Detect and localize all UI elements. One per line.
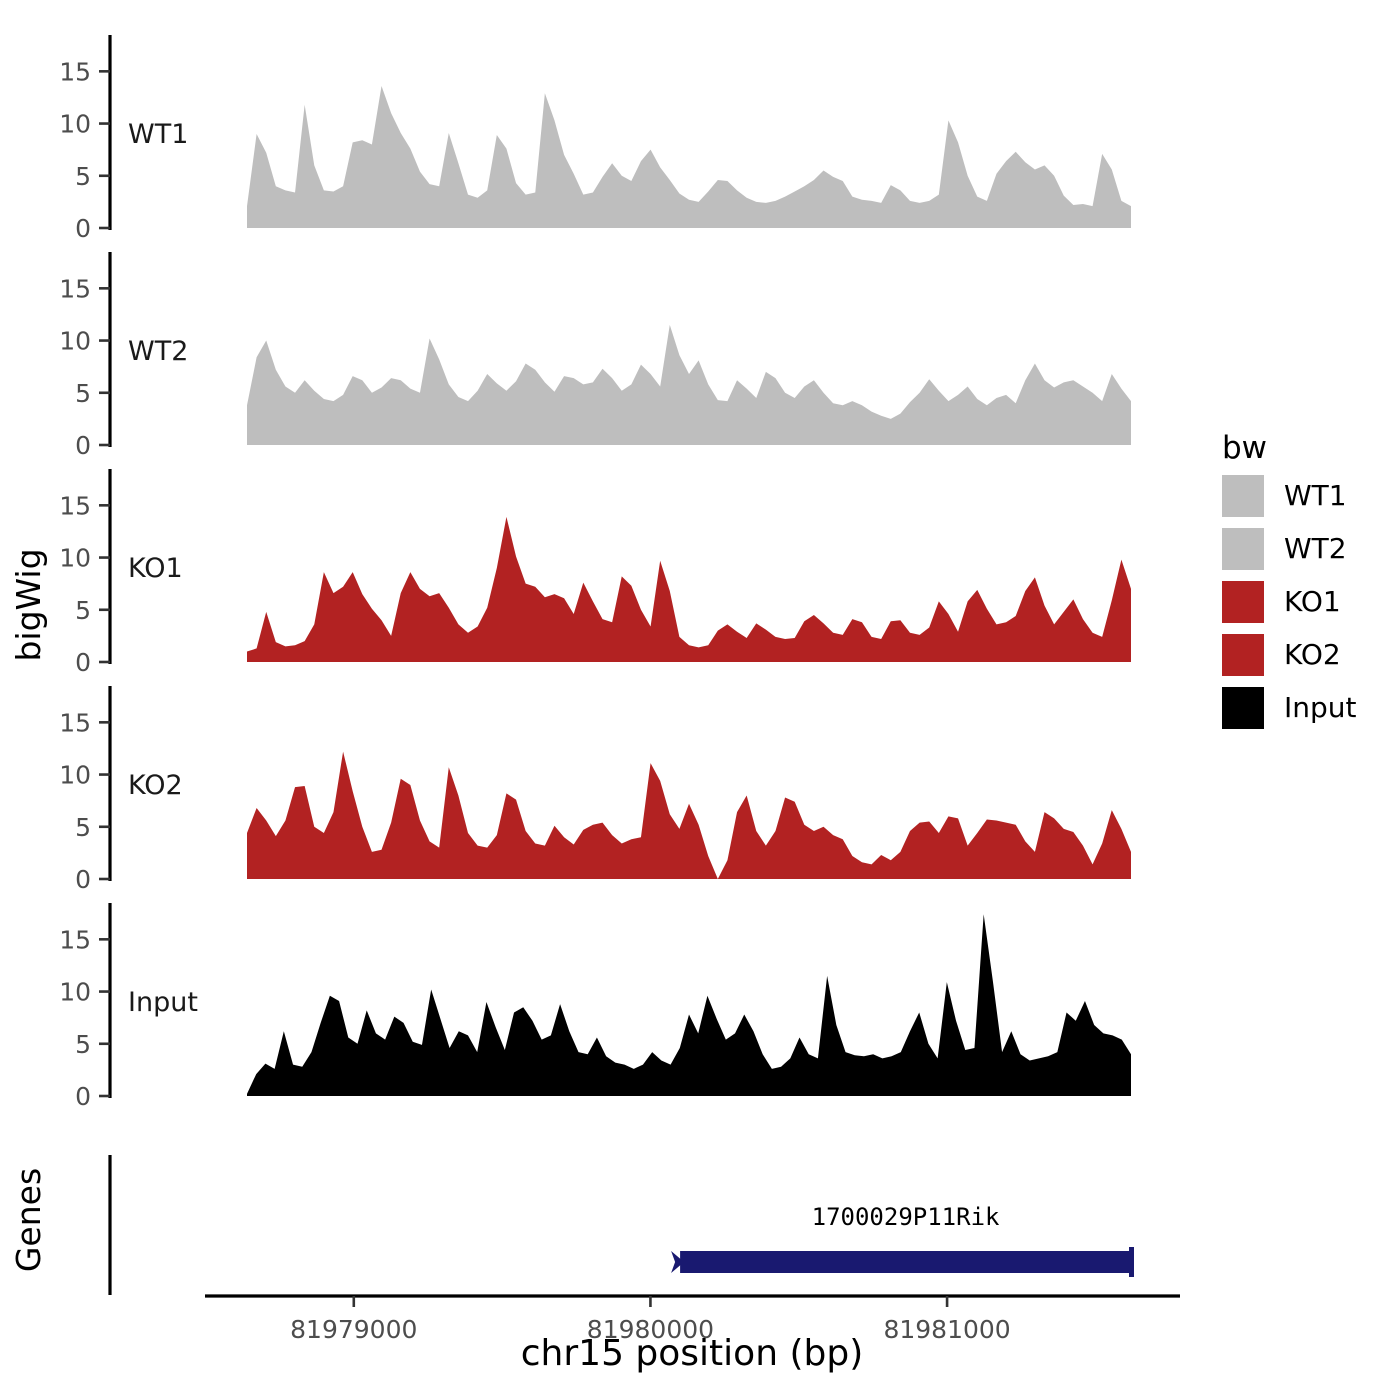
gene-strand-arrow-icon (671, 1251, 685, 1273)
y-tick-label: 5 (75, 1030, 91, 1059)
track-panel-wt2: 0 5 10 15 WT2 (59, 252, 1131, 460)
y-tick-label: 5 (75, 813, 91, 842)
y-tick-label: 5 (75, 162, 91, 191)
genes-panel: 1700029P11Rik (108, 1155, 1134, 1295)
track-area-wt2 (247, 324, 1131, 445)
track-label-ko2: KO2 (128, 770, 183, 801)
y-tick-label: 10 (59, 761, 91, 790)
gene-end-marker-icon (1129, 1247, 1134, 1277)
legend-label-ko1: KO1 (1284, 585, 1341, 618)
y-tick-label: 10 (59, 110, 91, 139)
y-tick-label: 0 (75, 214, 91, 243)
track-area-ko2 (247, 751, 1131, 879)
y-axis-title: bigWig (9, 548, 48, 661)
legend-label-input: Input (1284, 691, 1357, 724)
x-tick-label: 81981000 (883, 1315, 1010, 1344)
y-tick-label: 15 (59, 57, 91, 86)
legend-swatch-ko1[interactable] (1222, 581, 1264, 623)
legend-swatch-wt2[interactable] (1222, 528, 1264, 570)
x-axis: 81979000 81980000 81981000 (205, 1294, 1180, 1344)
legend-title: bw (1222, 430, 1267, 466)
y-tick-label: 0 (75, 1082, 91, 1111)
y-tick-label: 10 (59, 978, 91, 1007)
y-tick-label: 10 (59, 327, 91, 356)
gene-name-label: 1700029P11Rik (812, 1203, 1000, 1231)
track-label-wt2: WT2 (128, 336, 188, 367)
y-tick-label: 15 (59, 708, 91, 737)
y-tick-label: 0 (75, 648, 91, 677)
genes-axis-title: Genes (9, 1168, 48, 1272)
legend-swatch-input[interactable] (1222, 687, 1264, 729)
legend-label-ko2: KO2 (1284, 638, 1341, 671)
y-tick-label: 15 (59, 274, 91, 303)
y-tick-label: 15 (59, 925, 91, 954)
gene-body-bar[interactable] (680, 1251, 1131, 1273)
track-label-ko1: KO1 (128, 553, 183, 584)
legend: bw WT1 WT2 KO1 KO2 Input (1222, 430, 1357, 729)
y-tick-label: 0 (75, 431, 91, 460)
y-tick-label: 15 (59, 491, 91, 520)
legend-label-wt2: WT2 (1284, 532, 1347, 565)
y-tick-label: 5 (75, 596, 91, 625)
track-area-input (247, 914, 1131, 1096)
x-axis-title: chr15 position (bp) (521, 1333, 864, 1374)
y-tick-label: 10 (59, 544, 91, 573)
track-panel-ko2: 0 5 10 15 KO2 (59, 686, 1131, 894)
y-tick-label: 5 (75, 379, 91, 408)
track-area-ko1 (247, 516, 1131, 662)
legend-swatch-ko2[interactable] (1222, 634, 1264, 676)
track-label-wt1: WT1 (128, 119, 188, 150)
legend-swatch-wt1[interactable] (1222, 475, 1264, 517)
track-label-input: Input (128, 987, 198, 1018)
track-panel-input: 0 5 10 15 Input (59, 903, 1131, 1111)
y-tick-label: 0 (75, 865, 91, 894)
legend-label-wt1: WT1 (1284, 479, 1347, 512)
track-area-wt1 (247, 85, 1131, 229)
x-tick-label: 81979000 (290, 1315, 417, 1344)
x-tick-label: 81980000 (587, 1315, 714, 1344)
track-panel-wt1: 0 5 10 15 WT1 (59, 35, 1131, 243)
track-panels-group: 0 5 10 15 WT1 0 5 10 15 WT2 0 5 10 15 KO1 0 5 10 15 KO2 0 5 10… (59, 35, 1131, 1111)
track-panel-ko1: 0 5 10 15 KO1 (59, 469, 1131, 677)
